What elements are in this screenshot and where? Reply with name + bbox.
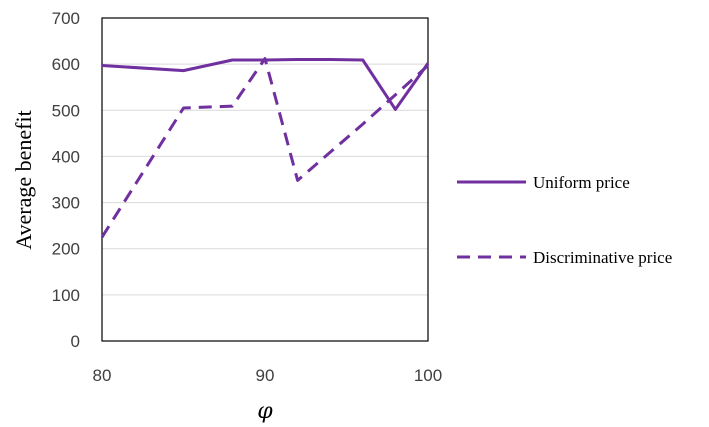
legend: Uniform price Discriminative price (457, 173, 672, 267)
y-axis-ticks: 0 100 200 300 400 500 600 700 (52, 9, 80, 351)
y-tick-label: 700 (52, 9, 80, 28)
y-tick-label: 400 (52, 147, 80, 166)
y-tick-label: 600 (52, 55, 80, 74)
gridlines (102, 63, 428, 296)
series-line-1 (100, 57, 430, 239)
series-line-0 (101, 58, 430, 111)
x-tick-label: 90 (256, 366, 275, 385)
y-tick-label: 200 (52, 240, 80, 259)
series-lines (100, 57, 430, 239)
y-axis-label: Average benefit (11, 110, 36, 249)
y-tick-label: 0 (71, 332, 80, 351)
y-tick-label: 500 (52, 101, 80, 120)
x-axis-ticks: 80 90 100 (93, 366, 443, 385)
x-tick-label: 100 (414, 366, 442, 385)
x-axis-label: φ (257, 399, 273, 424)
plot-frame (101, 17, 429, 342)
legend-label-uniform-price: Uniform price (533, 173, 630, 192)
x-tick-label: 80 (93, 366, 112, 385)
y-tick-label: 100 (52, 286, 80, 305)
y-tick-label: 300 (52, 194, 80, 213)
legend-label-discriminative-price: Discriminative price (533, 248, 672, 267)
